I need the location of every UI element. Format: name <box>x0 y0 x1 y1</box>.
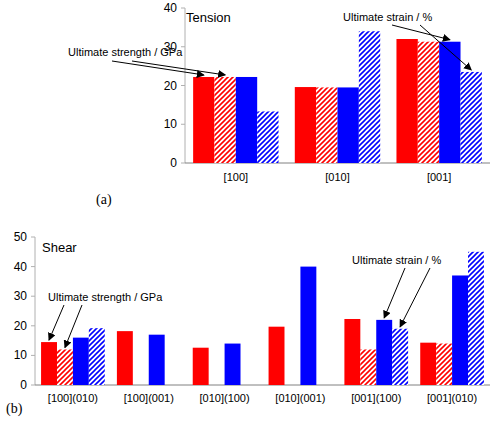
bar <box>420 343 436 385</box>
y-tick <box>31 325 35 326</box>
y-tick <box>181 85 185 86</box>
bars <box>41 252 484 385</box>
y-tick-label: 40 <box>164 1 178 15</box>
x-tick-label: [100](001) <box>124 392 174 404</box>
y-tick-label: 10 <box>164 117 178 131</box>
bar <box>436 344 452 385</box>
y-tick <box>31 385 35 386</box>
annotation-arrow <box>384 268 405 318</box>
bar <box>269 327 285 385</box>
panel-label: (b) <box>6 401 23 417</box>
bar <box>257 111 278 163</box>
y-tick-label: 0 <box>20 378 27 392</box>
bar <box>316 87 337 163</box>
annotation-arrow <box>49 305 64 340</box>
bar <box>360 349 376 385</box>
bar <box>392 329 408 385</box>
annotation: Ultimate strain / % <box>352 254 441 266</box>
panel: 0 10 20 30 40 50 [100](010) [100](001) [010](100… <box>6 230 490 417</box>
x-tick-label: [100](010) <box>48 392 98 404</box>
bar <box>41 342 57 385</box>
bar <box>468 252 484 385</box>
bar <box>193 77 214 163</box>
annotation-arrow <box>392 25 450 40</box>
y-axis <box>35 237 36 385</box>
y-tick <box>31 296 35 297</box>
bar <box>359 31 380 163</box>
panel: 010203040[100][010][001]Tension(a)Ultima… <box>68 1 490 208</box>
y-tick-label: 20 <box>164 79 178 93</box>
bar <box>338 87 359 163</box>
bar <box>396 39 417 163</box>
bar <box>300 267 316 385</box>
title: Shear <box>42 240 77 255</box>
annotation: Ultimate strain / % <box>343 11 432 23</box>
y-tick-label: 10 <box>14 348 28 362</box>
bar <box>452 275 468 385</box>
bar <box>214 77 235 163</box>
y-tick-label: 20 <box>14 319 28 333</box>
x-tick-label: [001](010) <box>427 392 477 404</box>
bar <box>225 344 241 385</box>
title: Tension <box>186 10 231 25</box>
bars <box>193 31 482 163</box>
y-tick-label: 0 <box>170 156 177 170</box>
annotation: Ultimate strength / GPa <box>48 291 163 303</box>
bar <box>89 328 105 385</box>
chart: 0 10 20 30 40 [100] [010] [001] Tension (a) Ultima… <box>0 0 500 422</box>
y-tick <box>181 124 185 125</box>
annotation: Ultimate strength / GPa <box>68 46 183 58</box>
y-tick <box>31 355 35 356</box>
bar <box>295 87 316 163</box>
panel-label: (a) <box>96 192 112 208</box>
x-tick-label: [010](100) <box>200 392 250 404</box>
y-tick-label: 50 <box>14 230 28 244</box>
bar <box>149 335 165 385</box>
y-tick-label: 40 <box>14 260 28 274</box>
bar <box>73 338 89 385</box>
annotation-arrow <box>112 61 204 75</box>
x-tick-label: [001] <box>427 171 451 183</box>
bar <box>439 42 460 163</box>
annotation-arrow <box>65 305 82 347</box>
annotation-arrow <box>132 61 225 75</box>
x-tick-label: [010] <box>325 171 349 183</box>
y-tick-label: 30 <box>14 289 28 303</box>
x-tick-label: [100] <box>224 171 248 183</box>
annotation-arrow <box>420 25 471 70</box>
bar <box>193 348 209 385</box>
x-tick-label: [010](001) <box>275 392 325 404</box>
bar <box>57 349 73 385</box>
y-tick <box>181 163 185 164</box>
bar <box>236 77 257 163</box>
bar <box>418 42 439 163</box>
bar <box>117 331 133 385</box>
y-tick <box>31 237 35 238</box>
bar <box>344 319 360 385</box>
annotation-arrow <box>400 268 430 327</box>
y-tick <box>31 266 35 267</box>
bar <box>461 72 482 163</box>
y-tick <box>181 8 185 9</box>
bar <box>376 320 392 385</box>
x-tick-label: [001](100) <box>351 392 401 404</box>
